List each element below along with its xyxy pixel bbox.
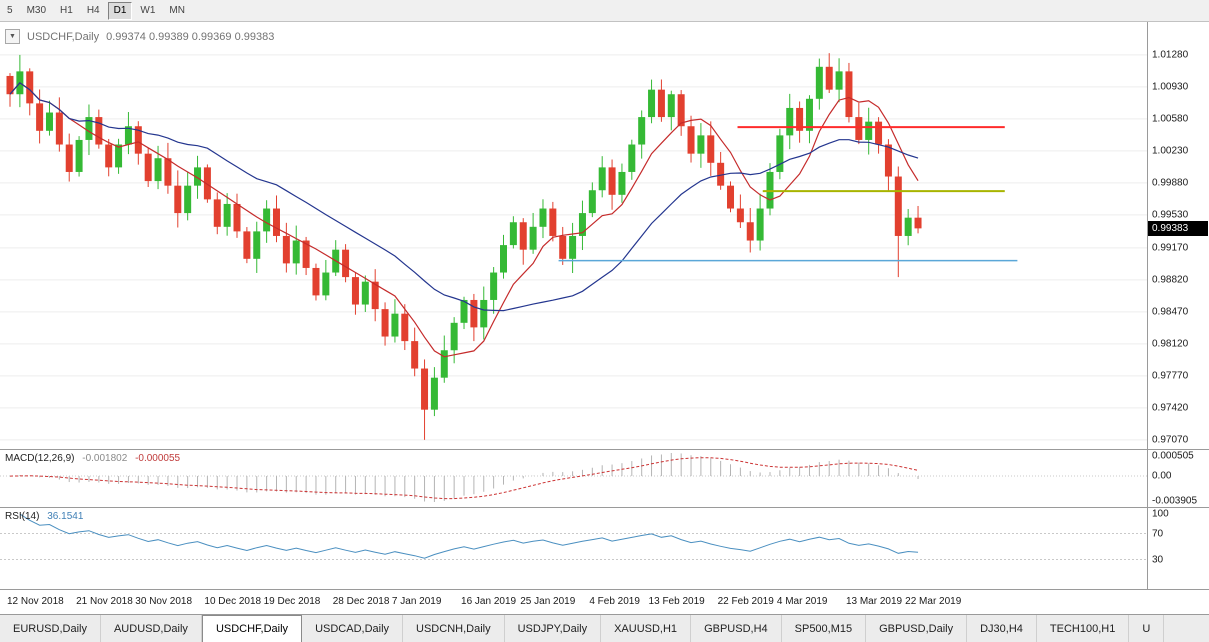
tab-usdcnh-daily[interactable]: USDCNH,Daily [403,615,505,642]
price-axis-label: 0.99170 [1152,242,1189,254]
tab-tech100-h1[interactable]: TECH100,H1 [1036,615,1130,642]
price-axis-label: 0.98470 [1152,306,1189,318]
price-axis-label: 1.00580 [1152,113,1189,125]
date-axis-label: 12 Nov 2018 [7,596,64,607]
rsi-axis-label: 100 [1152,508,1169,520]
price-axis-label: 0.99530 [1152,209,1189,221]
tab-xauusd-h1[interactable]: XAUUSD,H1 [601,615,692,642]
date-axis-label: 28 Dec 2018 [332,596,390,607]
price-pane: ▼ USDCHF,Daily 0.99374 0.99389 0.99369 0… [0,22,1209,449]
date-axis-label: 21 Nov 2018 [76,596,133,607]
timeframe-button-d1[interactable]: D1 [107,1,133,20]
date-axis-label: 19 Dec 2018 [263,596,321,607]
price-axis-label: 0.97770 [1152,370,1189,382]
price-chart-canvas[interactable] [0,22,1147,449]
timeframe-button-h4[interactable]: H4 [86,4,100,16]
macd-main-value: -0.001802 [82,453,128,464]
chart-tabs-bar: EURUSD,Daily AUDUSD,Daily USDCHF,Daily USDC… [0,614,1209,642]
rsi-label: RSI(14) 36.1541 [5,511,83,522]
timeframe-button-mn[interactable]: MN [169,4,185,16]
tab-usdcad-daily[interactable]: USDCAD,Daily [302,615,404,642]
date-axis-label: 30 Nov 2018 [135,596,193,607]
date-axis-label: 22 Mar 2019 [905,596,962,607]
macd-axis-label: -0.003905 [1152,495,1198,507]
chart-symbol-label: USDCHF,Daily [27,30,100,43]
timeframe-toolbar: 5 M30 H1 H4 D1 W1 MN [0,0,1209,22]
date-axis-label: 10 Dec 2018 [204,596,262,607]
current-price-badge: 0.99383 [1148,221,1208,237]
macd-name: MACD(12,26,9) [5,453,75,464]
date-axis-label: 13 Feb 2019 [648,596,705,607]
macd-axis-label: 0.000505 [1152,450,1194,462]
date-axis-label: 4 Mar 2019 [776,596,828,607]
price-axis-label: 0.98120 [1152,338,1189,350]
chart-title-bar: ▼ USDCHF,Daily 0.99374 0.99389 0.99369 0… [5,29,274,44]
price-axis-label: 1.00230 [1152,145,1189,157]
rsi-axis-label: 70 [1152,528,1164,539]
chart-ohlc-label: 0.99374 0.99389 0.99369 0.99383 [106,30,275,43]
timeframe-button-h1[interactable]: H1 [60,4,73,16]
price-axis: 0.99383 1.01280 1.00930 1.00580 1.00230 0.99… [1147,22,1209,449]
date-axis-label: 25 Jan 2019 [520,596,576,607]
macd-signal-value: -0.000055 [135,453,181,464]
rsi-value: 36.1541 [47,511,84,522]
macd-pane: MACD(12,26,9) -0.001802 -0.000055 0.0005… [0,449,1209,507]
price-axis-label: 0.97420 [1152,402,1189,414]
price-axis-label: 0.99880 [1152,177,1189,189]
rsi-name: RSI(14) [5,511,40,522]
chart-dropdown-icon[interactable]: ▼ [5,29,20,44]
tab-sp500-m15[interactable]: SP500,M15 [781,615,867,642]
date-axis-label: 13 Mar 2019 [845,596,903,607]
timeframe-button-5[interactable]: 5 [7,4,13,16]
price-axis-label: 1.01280 [1152,49,1189,61]
macd-label: MACD(12,26,9) -0.001802 -0.000055 [5,453,180,464]
tab-gbpusd-h4[interactable]: GBPUSD,H4 [691,615,782,642]
rsi-canvas[interactable] [0,508,1147,589]
macd-axis-label: 0.00 [1152,470,1172,482]
rsi-axis-label: 30 [1152,554,1164,565]
tab-u[interactable]: U [1129,615,1165,642]
macd-axis: 0.000505 0.00 -0.003905 [1147,450,1209,507]
tab-gbpusd-daily[interactable]: GBPUSD,Daily [866,615,968,642]
tab-audusd-daily[interactable]: AUDUSD,Daily [100,615,202,642]
rsi-axis: 100 70 30 [1147,508,1209,589]
tab-usdjpy-daily[interactable]: USDJPY,Daily [504,615,602,642]
date-axis-label: 4 Feb 2019 [589,596,640,607]
date-axis-label: 16 Jan 2019 [461,596,517,607]
timeframe-button-w1[interactable]: W1 [140,4,156,16]
rsi-pane: RSI(14) 36.1541 100 70 30 [0,507,1209,589]
tab-eurusd-daily[interactable]: EURUSD,Daily [0,615,101,642]
date-axis-label: 7 Jan 2019 [391,596,442,607]
macd-canvas[interactable] [0,450,1147,507]
date-axis: 12 Nov 2018 21 Nov 2018 30 Nov 2018 10 Dec … [0,589,1209,614]
chart-area: ▼ USDCHF,Daily 0.99374 0.99389 0.99369 0… [0,22,1209,614]
price-axis-label: 0.98820 [1152,274,1189,286]
timeframe-button-m30[interactable]: M30 [26,4,47,16]
tab-usdchf-daily[interactable]: USDCHF,Daily [201,615,303,642]
price-axis-label: 1.00930 [1152,81,1189,93]
date-axis-label: 22 Feb 2019 [717,596,774,607]
tab-dj30-h4[interactable]: DJ30,H4 [967,615,1037,642]
price-axis-label: 0.97070 [1152,434,1189,446]
